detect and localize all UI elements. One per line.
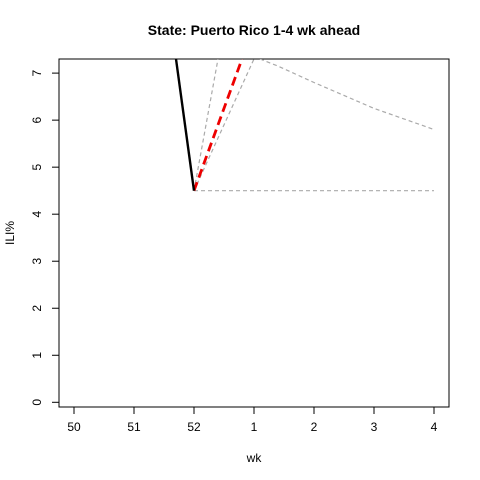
forecast-series-line bbox=[192, 59, 244, 192]
x-tick-label: 4 bbox=[431, 420, 438, 434]
x-tick-label: 1 bbox=[251, 420, 258, 434]
interval-series-line bbox=[193, 59, 255, 191]
observed-series-line bbox=[174, 59, 196, 191]
chart-title: State: Puerto Rico 1-4 wk ahead bbox=[148, 22, 360, 38]
x-axis: 50 51 52 1 2 3 4 bbox=[67, 406, 438, 434]
x-axis-label: wk bbox=[246, 451, 263, 465]
y-tick-label: 4 bbox=[30, 211, 44, 218]
series-layer bbox=[174, 59, 435, 192]
y-tick-label: 6 bbox=[30, 116, 44, 123]
plot-frame bbox=[58, 58, 450, 408]
x-tick-label: 52 bbox=[187, 420, 201, 434]
interval-series-line bbox=[259, 59, 435, 131]
x-tick-label: 50 bbox=[67, 420, 81, 434]
y-tick-label: 7 bbox=[30, 69, 44, 76]
x-tick-label: 2 bbox=[311, 420, 318, 434]
x-tick-label: 3 bbox=[371, 420, 378, 434]
y-axis: 0 1 2 3 4 5 6 7 bbox=[30, 69, 60, 406]
y-tick-label: 2 bbox=[30, 305, 44, 312]
x-tick-label: 51 bbox=[127, 420, 141, 434]
y-tick-label: 1 bbox=[30, 352, 44, 359]
y-tick-label: 0 bbox=[30, 399, 44, 406]
interval-series-line bbox=[193, 59, 219, 191]
y-tick-label: 5 bbox=[30, 164, 44, 171]
y-tick-label: 3 bbox=[30, 258, 44, 265]
y-axis-label: ILI% bbox=[3, 221, 17, 245]
